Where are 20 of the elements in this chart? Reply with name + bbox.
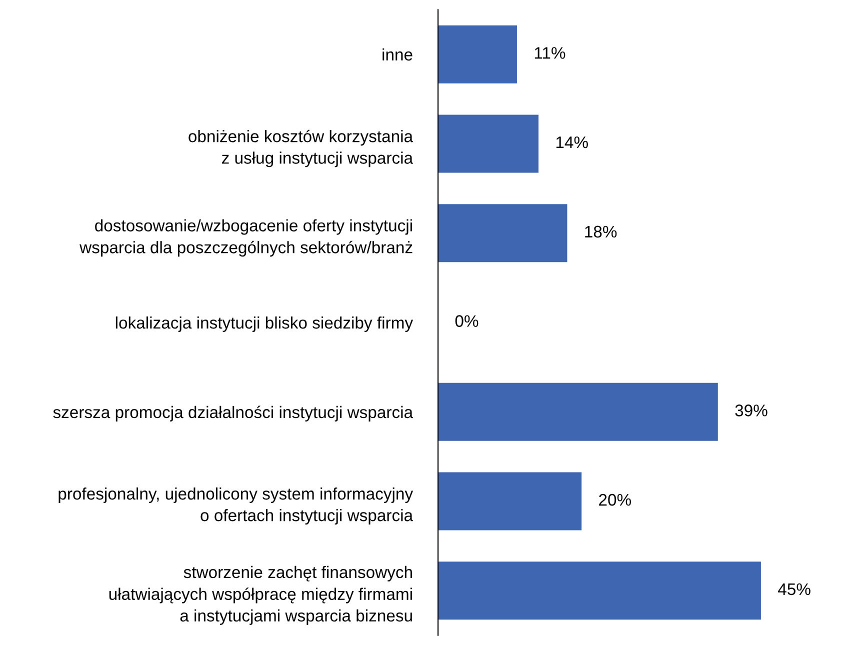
y-tick-label: profesjonalny, ujednolicony system informacyjny o ofertach instytucji wsparcia	[58, 487, 414, 525]
data-label: 39%	[735, 404, 768, 416]
bar	[438, 25, 517, 84]
bar	[438, 114, 538, 173]
y-tick-label: inne	[382, 48, 412, 61]
data-label: 20%	[599, 494, 631, 506]
y-tick-label: obniżenie kosztów korzystania z usług instytucji wsparcia	[188, 130, 414, 168]
data-label: 0%	[455, 315, 478, 327]
data-label: 45%	[778, 583, 810, 596]
data-label: 14%	[556, 136, 588, 148]
bar	[438, 562, 761, 620]
data-label: 11%	[534, 47, 566, 59]
y-tick-label: dostosowanie/wzbogacenie oferty instytucji wsparcia dla poszczególnych sektorów/branż	[80, 219, 412, 257]
bar	[438, 382, 718, 441]
bar	[438, 204, 568, 262]
y-tick-label: stworzenie zachęt finansowych ułatwiających współpracę między firmami a instytucjami wsparcia biznesu	[109, 566, 412, 625]
bar	[438, 472, 582, 530]
y-tick-label: szersza promocja działalności instytucji wsparcia	[53, 406, 414, 422]
y-tick-label: lokalizacja instytucji blisko siedziby firmy	[116, 316, 414, 332]
data-label: 18%	[585, 226, 617, 238]
